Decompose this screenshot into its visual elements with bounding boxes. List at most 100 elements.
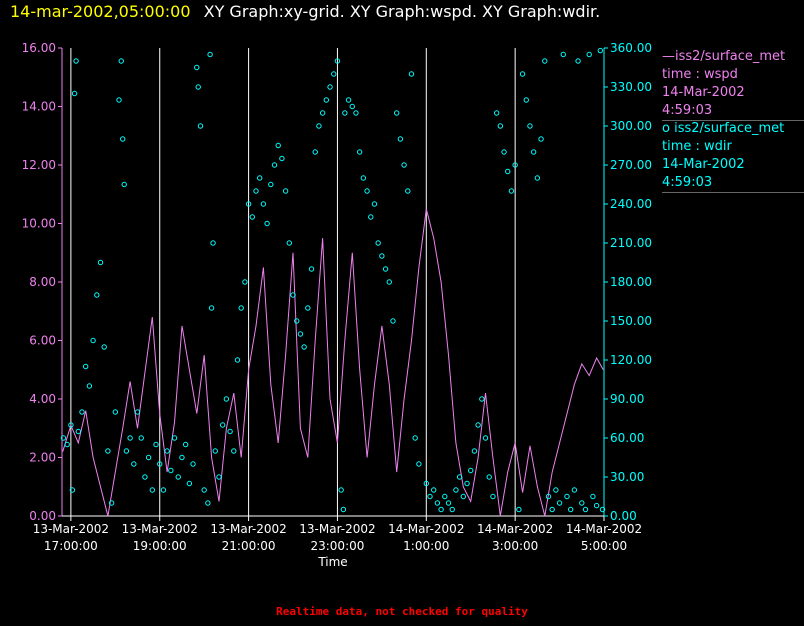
wdir-point (205, 500, 211, 506)
wdir-point (379, 253, 385, 259)
wdir-point (456, 474, 463, 480)
x-tick-label-date: 13-Mar-2002 (33, 522, 109, 536)
legend-field: time : wspd (662, 67, 738, 82)
wdir-point (101, 344, 107, 350)
wdir-point (134, 409, 141, 415)
wdir-point (275, 142, 281, 149)
wdir-point (416, 461, 422, 467)
wdir-point (97, 259, 104, 266)
legend-date: 14-Mar-2002 (662, 157, 745, 172)
x-tick-label-date: 14-Mar-2002 (388, 522, 464, 536)
wdir-point (145, 454, 152, 461)
wdir-point (179, 454, 185, 461)
wdir-point (493, 110, 500, 116)
wdir-point (305, 305, 311, 311)
wdir-point (194, 64, 200, 71)
wdir-point (253, 188, 259, 194)
wdir-point (423, 480, 429, 487)
x-tick-label-date: 13-Mar-2002 (210, 522, 286, 536)
wdir-point (157, 461, 163, 467)
wdir-point (549, 506, 555, 513)
wdir-point (290, 292, 296, 298)
wdir-point (116, 97, 122, 103)
right-tick-label: 210.00 (610, 236, 652, 250)
wdir-point (216, 474, 222, 480)
wdir-point (301, 344, 307, 350)
x-axis-title: Time (317, 555, 347, 569)
wdir-point (112, 409, 119, 415)
wdir-point (553, 487, 559, 493)
wdir-point (131, 461, 137, 467)
wdir-point (468, 467, 474, 474)
wdir-point (90, 337, 96, 344)
wdir-point (430, 487, 437, 493)
left-tick-label: 2.00 (29, 451, 56, 465)
wdir-point (60, 435, 67, 441)
wdir-point (556, 500, 563, 506)
x-tick-label-time: 23:00:00 (310, 539, 364, 553)
x-tick-label-date: 13-Mar-2002 (122, 522, 198, 536)
wdir-point (486, 474, 492, 480)
left-tick-label: 6.00 (29, 334, 56, 348)
wdir-point (497, 123, 504, 129)
wdir-point (64, 441, 70, 448)
wdir-point (334, 58, 341, 64)
right-tick-label: 300.00 (610, 119, 652, 133)
wdir-point (534, 175, 541, 181)
x-tick-label-time: 19:00:00 (133, 539, 187, 553)
wdir-point (545, 493, 552, 500)
legend-entry-wdir: o iss2/surface_met time : wdir 14-Mar-20… (662, 120, 784, 192)
wdir-point (79, 409, 85, 415)
wdir-point (195, 84, 201, 90)
wdir-point (442, 493, 448, 500)
wdir-point (453, 487, 459, 493)
wdir-point (479, 396, 485, 402)
wdir-point (105, 448, 111, 454)
wdir-point (94, 292, 100, 298)
wdir-point (371, 201, 378, 207)
legend-time: 4:59:03 (662, 103, 713, 118)
legend-source: iss2/surface_met (674, 121, 785, 136)
wdir-point (171, 435, 178, 441)
wdir-point (127, 435, 133, 441)
wdir-point (519, 71, 526, 77)
wdir-point (571, 487, 578, 493)
wdir-point (412, 435, 418, 441)
wdir-point (593, 502, 600, 509)
x-tick-label-time: 3:00:00 (492, 539, 538, 553)
wdir-point (360, 175, 367, 181)
wdir-point (86, 383, 93, 389)
right-tick-label: 330.00 (610, 80, 652, 94)
wdir-point (327, 84, 333, 90)
wdir-point (338, 487, 344, 493)
wdir-point (434, 500, 441, 506)
wdir-point (386, 279, 392, 285)
wdir-point (118, 58, 124, 64)
wdir-point (73, 58, 79, 64)
left-tick-label: 14.00 (22, 100, 56, 114)
legend-source: iss2/surface_met (675, 49, 786, 64)
wdir-point (323, 97, 330, 103)
wdir-point (271, 162, 278, 168)
right-tick-label: 180.00 (610, 275, 652, 289)
wdir-point (231, 448, 237, 454)
wdir-point (342, 110, 348, 116)
right-tick-label: 150.00 (610, 314, 652, 328)
wdir-point (207, 51, 213, 58)
wdir-point (223, 396, 230, 402)
wdir-point (160, 487, 167, 493)
legend-time: 4:59:03 (662, 175, 713, 190)
legend-divider (662, 120, 804, 121)
legend-field: time : wdir (662, 139, 732, 154)
wdir-point (527, 123, 533, 129)
wdir-point (249, 214, 255, 220)
wdir-point (405, 188, 411, 194)
wdir-point (279, 155, 285, 162)
wdir-point (319, 110, 326, 116)
wdir-point (382, 266, 389, 272)
header-graph-list: XY Graph:xy-grid. XY Graph:wspd. XY Grap… (203, 2, 601, 21)
wdir-point (201, 487, 207, 493)
wdir-point (364, 188, 370, 194)
wdir-point (164, 448, 170, 454)
